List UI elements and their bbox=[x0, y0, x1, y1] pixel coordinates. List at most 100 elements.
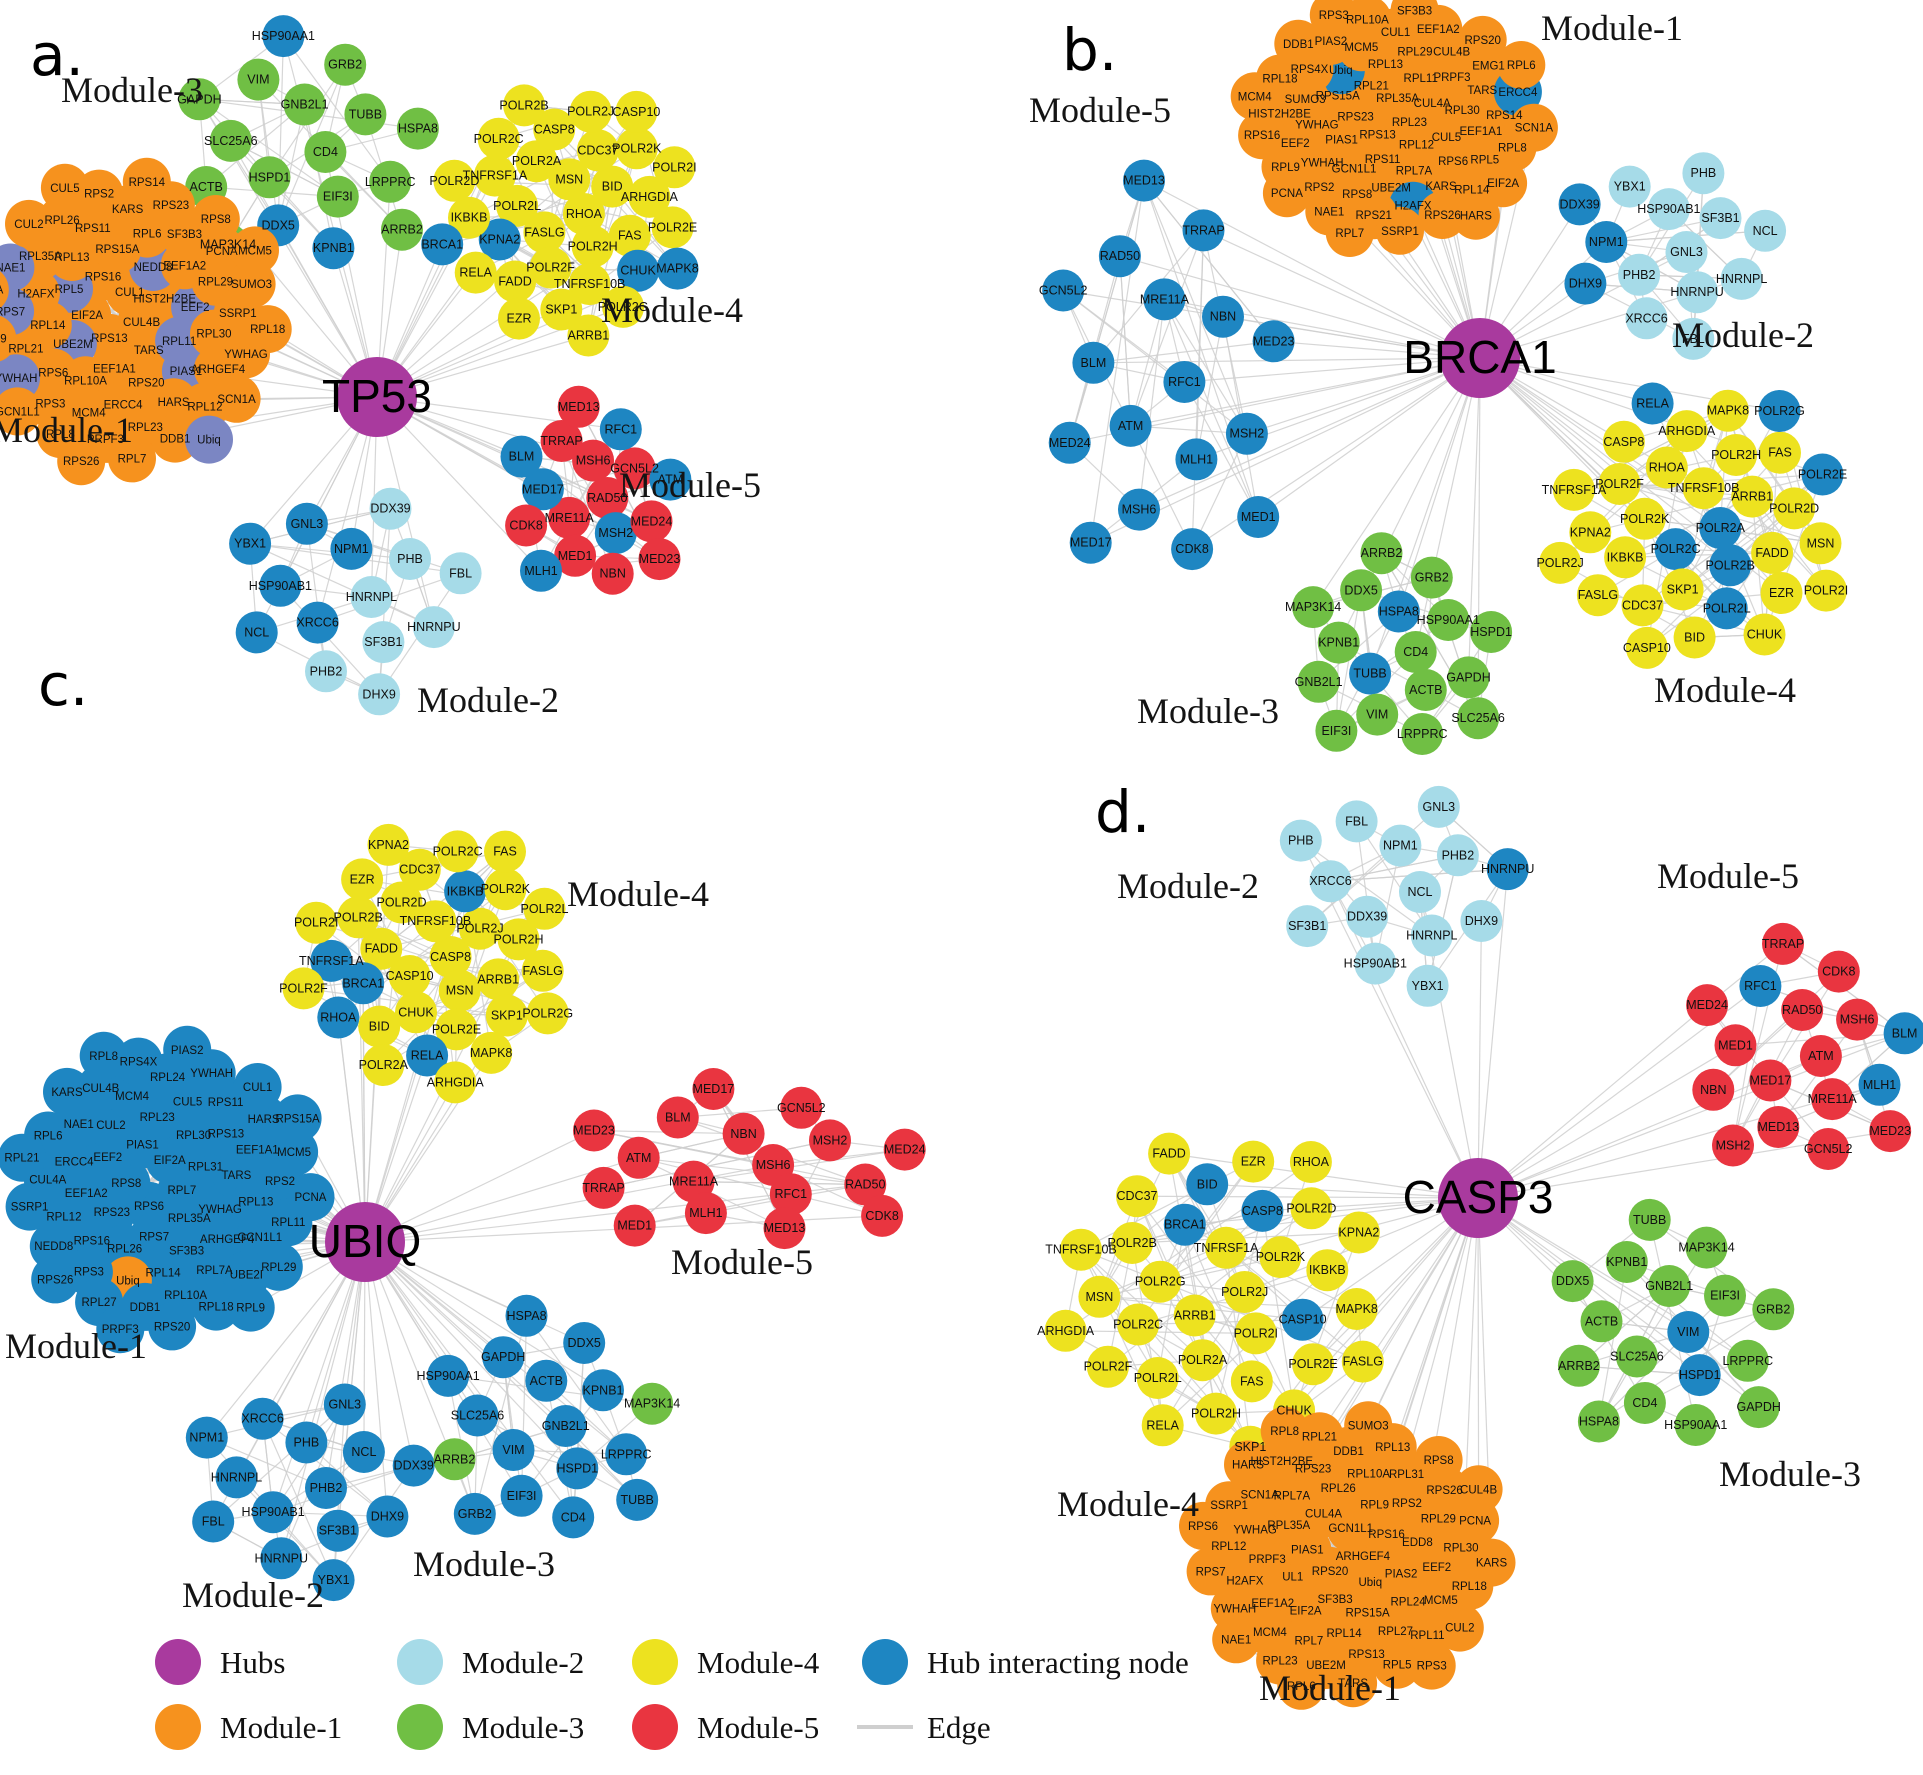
node-label-RPL31: RPL31 bbox=[1389, 1469, 1424, 1481]
legend-label-module-2: Module-2 bbox=[462, 1645, 584, 1680]
node-label-NAE1: NAE1 bbox=[0, 263, 25, 275]
node-label-POLR2H: POLR2H bbox=[1711, 448, 1761, 462]
node-GNB2L1 bbox=[283, 83, 326, 126]
node-DHX9 bbox=[1564, 262, 1607, 305]
node-label-KPNA2: KPNA2 bbox=[1570, 525, 1611, 539]
node-HNRNPL bbox=[350, 576, 393, 618]
node-MED1 bbox=[554, 534, 597, 577]
node-label-RPS11: RPS11 bbox=[75, 223, 111, 235]
node-label-CUL2: CUL2 bbox=[1445, 1623, 1474, 1635]
node-ARRB2 bbox=[1360, 532, 1403, 575]
node-label-YBX1: YBX1 bbox=[1614, 180, 1646, 194]
edge bbox=[205, 104, 305, 188]
node-label-CD4: CD4 bbox=[313, 145, 338, 159]
edge bbox=[1138, 299, 1165, 510]
node-label-POLR2H: POLR2H bbox=[1191, 1407, 1241, 1421]
node-DDB1 bbox=[1274, 19, 1323, 68]
edge bbox=[199, 98, 339, 198]
edge bbox=[1360, 589, 1492, 633]
node-label-RELA: RELA bbox=[1146, 1418, 1179, 1432]
node-label-RPL18: RPL18 bbox=[1262, 74, 1297, 86]
node-KPNB1 bbox=[312, 227, 355, 270]
node-label-FASLG: FASLG bbox=[524, 225, 564, 239]
node-label-HNRNPU: HNRNPU bbox=[407, 620, 460, 634]
node-label-ACTB: ACTB bbox=[1409, 683, 1442, 697]
node-TUBB bbox=[1349, 652, 1392, 695]
node-RPS26 bbox=[57, 437, 106, 486]
node-label-CASP10: CASP10 bbox=[1623, 641, 1671, 655]
node-GAPDH bbox=[1447, 656, 1490, 699]
hub-label-BRCA1: BRCA1 bbox=[1403, 331, 1556, 383]
node-label-MCM5: MCM5 bbox=[238, 245, 272, 257]
node-label-NCL: NCL bbox=[1753, 224, 1778, 238]
node-label-POLR2D: POLR2D bbox=[429, 174, 479, 188]
node-label-RPL14: RPL14 bbox=[1454, 185, 1490, 197]
edge bbox=[1191, 433, 1248, 550]
node-label-FASLG: FASLG bbox=[1343, 1355, 1383, 1369]
node-KPNA2 bbox=[1569, 511, 1612, 554]
module-caption-a-module-1: Module-1 bbox=[0, 410, 133, 450]
edge bbox=[282, 35, 391, 183]
panel-b-labels: b.RPL23RPS13RPL35ARPL12RPS23CUL4ARPS11RP… bbox=[1029, 5, 1848, 741]
node-label-POLR2F: POLR2F bbox=[526, 261, 575, 275]
node-label-LRPPRC: LRPPRC bbox=[601, 1447, 652, 1461]
node-PHB bbox=[1682, 152, 1725, 195]
node-label-ARRB1: ARRB1 bbox=[477, 972, 519, 986]
node-label-RPS26: RPS26 bbox=[37, 1274, 73, 1286]
node-label-DDX5: DDX5 bbox=[1556, 1274, 1589, 1288]
node-label-CHUK: CHUK bbox=[398, 1005, 434, 1019]
node-label-RPL26: RPL26 bbox=[107, 1243, 142, 1255]
node-CDK8 bbox=[505, 504, 548, 547]
edge bbox=[1119, 255, 1481, 359]
node-TNFRSF1A bbox=[473, 154, 516, 197]
edge bbox=[1195, 316, 1224, 460]
node-label-UBE2M: UBE2M bbox=[53, 339, 93, 351]
node-DDB1 bbox=[151, 414, 200, 463]
legend-swatch-hubs bbox=[155, 1639, 201, 1685]
node-label-RPL21: RPL21 bbox=[8, 343, 43, 355]
node-label-SUMO3: SUMO3 bbox=[1348, 1420, 1389, 1432]
node-label-MSH6: MSH6 bbox=[1840, 1013, 1875, 1027]
node-label-MCM5: MCM5 bbox=[1344, 42, 1378, 54]
node-label-RHOA: RHOA bbox=[320, 1011, 357, 1025]
node-label-RPL35A: RPL35A bbox=[19, 251, 62, 263]
panel-letter-a: a. bbox=[30, 21, 84, 89]
node-label-HSPD1: HSPD1 bbox=[556, 1461, 598, 1475]
edge bbox=[249, 543, 435, 628]
node-label-SSRP1: SSRP1 bbox=[11, 1202, 49, 1214]
node-label-DDX39: DDX39 bbox=[1347, 910, 1387, 924]
node-POLR2F bbox=[529, 246, 572, 289]
node-label-RPL8: RPL8 bbox=[46, 429, 75, 441]
node-label-GNB2L1: GNB2L1 bbox=[1645, 1279, 1693, 1293]
node-label-FBL: FBL bbox=[1682, 332, 1705, 346]
node-label-RFC1: RFC1 bbox=[774, 1187, 807, 1201]
node-label-ERCC4: ERCC4 bbox=[55, 1156, 95, 1168]
node-label-HNRNPU: HNRNPU bbox=[1670, 285, 1723, 299]
node-label-RPS4X: RPS4X bbox=[120, 1057, 158, 1069]
node-label-PIAS1: PIAS1 bbox=[126, 1139, 159, 1151]
node-label-MLH1: MLH1 bbox=[524, 564, 557, 578]
legend-swatch-hub-interacting-node bbox=[862, 1639, 908, 1685]
edge bbox=[1477, 1004, 1708, 1199]
node-label-POLR2D: POLR2D bbox=[1769, 501, 1819, 515]
node-label-RPL27: RPL27 bbox=[1378, 1626, 1413, 1638]
node-DDX5 bbox=[1340, 569, 1383, 612]
node-MCM5 bbox=[231, 226, 279, 275]
node-label-EEF2: EEF2 bbox=[1422, 1562, 1451, 1574]
node-label-POLR2G: POLR2G bbox=[1135, 1275, 1186, 1289]
node-POLR2H bbox=[571, 225, 614, 268]
legend-label-module-1: Module-1 bbox=[220, 1710, 342, 1745]
node-label-RPL18: RPL18 bbox=[250, 324, 285, 336]
node-label-MSH6: MSH6 bbox=[756, 1158, 791, 1172]
node-label-RPL11: RPL11 bbox=[1404, 73, 1438, 85]
node-label-NEDD8: NEDD8 bbox=[134, 262, 173, 274]
node-label-RPS23: RPS23 bbox=[94, 1207, 130, 1219]
node-label-CHUK: CHUK bbox=[1747, 628, 1783, 642]
node-label-DDX5: DDX5 bbox=[568, 1336, 601, 1350]
legend-swatch-module-1 bbox=[155, 1704, 201, 1750]
node-label-RPS13: RPS13 bbox=[91, 333, 127, 345]
node-label-ARHGEF4: ARHGEF4 bbox=[1336, 1551, 1391, 1563]
node-HARS bbox=[1451, 191, 1500, 240]
node-BID bbox=[591, 165, 634, 208]
